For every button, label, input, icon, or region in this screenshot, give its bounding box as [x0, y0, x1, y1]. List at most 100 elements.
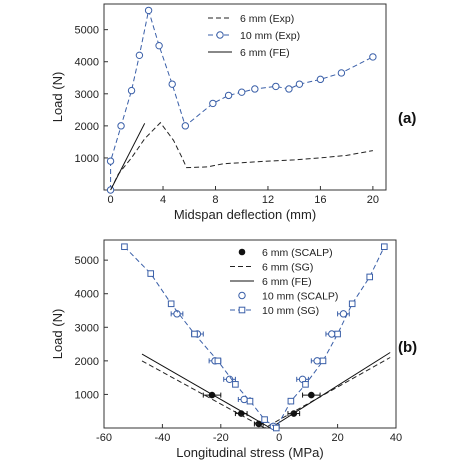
panel-a: 0 4 8 12 16 20 1000 2000 3000 4000 5000 Midspan def… — [50, 3, 416, 222]
legend-entry: 10 mm (SG) — [230, 305, 319, 317]
data-point — [191, 330, 198, 338]
legend-marker — [238, 291, 246, 300]
plot-frame — [103, 3, 387, 191]
data-point — [106, 186, 115, 194]
legend-entry: 6 mm (FE) — [208, 47, 290, 59]
x-axis-label: Longitudinal stress (MPa) — [176, 445, 323, 460]
series-line — [141, 357, 391, 429]
x-tick-label: 0 — [107, 194, 113, 206]
series-line — [110, 123, 146, 191]
y-tick-label: 1000 — [75, 153, 99, 165]
data-point — [144, 6, 153, 15]
series-line — [110, 121, 373, 191]
x-axis-label: Midspan deflection (mm) — [174, 207, 316, 222]
legend-label: 10 mm (Exp) — [240, 30, 300, 42]
y-tick-label: 1000 — [75, 389, 99, 401]
y-tick-label: 2000 — [75, 121, 99, 133]
data-point — [127, 86, 136, 95]
legend-marker — [216, 31, 224, 39]
x-tick-label: 40 — [390, 432, 402, 444]
legend-entry: 6 mm (Exp) — [208, 13, 294, 25]
legend-entry: 6 mm (SCALP) — [238, 247, 333, 259]
legend-label: 6 mm (Exp) — [240, 13, 294, 25]
series-6-mm-sg- — [141, 357, 391, 429]
legend-label: 10 mm (SG) — [262, 305, 319, 317]
legend-label: 6 mm (FE) — [262, 276, 312, 288]
panel-label: (b) — [398, 339, 417, 356]
data-point — [155, 41, 163, 50]
panel-b: -60 -40 -20 0 20 40 1000 2000 3000 4000 5000 Longit… — [50, 239, 417, 460]
legend-entry: 10 mm (SCALP) — [238, 291, 338, 303]
y-tick-label: 3000 — [75, 89, 99, 101]
y-axis-label: Load (N) — [50, 72, 65, 123]
plot-frame — [103, 239, 397, 429]
data-point — [168, 80, 176, 88]
data-point — [337, 69, 346, 77]
data-point — [334, 330, 341, 338]
data-point — [246, 397, 254, 405]
legend-marker — [238, 306, 246, 314]
legend-label: 6 mm (FE) — [240, 47, 290, 59]
data-point — [121, 243, 128, 251]
data-point — [308, 391, 315, 399]
y-tick-label: 5000 — [75, 255, 99, 267]
data-point — [167, 300, 175, 308]
x-tick-label: -40 — [154, 432, 170, 444]
data-point — [224, 91, 233, 100]
y-tick-label: 4000 — [75, 57, 99, 69]
data-point — [366, 273, 374, 281]
data-point — [106, 157, 115, 165]
x-tick-label: 12 — [262, 194, 274, 206]
data-point — [285, 85, 293, 93]
series-6-mm-fe- — [110, 123, 146, 191]
data-point — [225, 375, 234, 384]
y-tick-label: 3000 — [75, 322, 99, 334]
legend-label: 6 mm (SG) — [262, 262, 313, 274]
x-tick-label: 20 — [331, 432, 343, 444]
y-tick-label: 5000 — [75, 25, 99, 37]
data-point — [313, 357, 321, 365]
legend-entry: 10 mm (Exp) — [208, 30, 300, 42]
panel-label: (a) — [398, 110, 416, 127]
series-10-mm-scalp- — [170, 310, 350, 431]
x-tick-label: 16 — [314, 194, 326, 206]
x-tick-label: -20 — [213, 432, 229, 444]
legend-entry: 6 mm (FE) — [230, 276, 312, 288]
data-point — [117, 122, 125, 130]
series-10-mm-exp- — [106, 6, 377, 194]
data-point — [232, 381, 239, 388]
data-point — [381, 243, 388, 251]
data-point — [369, 53, 377, 61]
data-point — [348, 300, 356, 308]
legend-label: 10 mm (SCALP) — [262, 291, 338, 303]
data-point — [135, 51, 144, 60]
series-10-mm-sg- — [121, 243, 388, 432]
data-point — [261, 416, 268, 423]
data-point — [316, 75, 325, 84]
data-point — [181, 122, 190, 130]
x-tick-label: 8 — [212, 194, 218, 206]
data-point — [328, 330, 336, 338]
data-point — [339, 310, 348, 318]
y-tick-label: 4000 — [75, 289, 99, 301]
data-point — [302, 381, 309, 388]
data-point — [209, 99, 217, 108]
data-point — [319, 357, 327, 365]
x-tick-label: 20 — [367, 194, 379, 206]
data-point — [147, 270, 155, 277]
legend-marker — [238, 248, 246, 256]
data-point — [272, 424, 280, 432]
y-axis-label: Load (N) — [50, 309, 65, 360]
legend-entry: 6 mm (SG) — [230, 262, 313, 274]
series-line — [124, 246, 385, 429]
legend-label: 6 mm (SCALP) — [262, 247, 333, 259]
data-point — [238, 88, 246, 96]
y-tick-label: 2000 — [75, 356, 99, 368]
data-point — [272, 82, 280, 91]
data-point — [287, 397, 295, 405]
series-6-mm-exp- — [110, 121, 373, 191]
x-tick-label: 0 — [276, 432, 282, 444]
data-point — [214, 357, 222, 365]
x-tick-label: 4 — [160, 194, 166, 206]
